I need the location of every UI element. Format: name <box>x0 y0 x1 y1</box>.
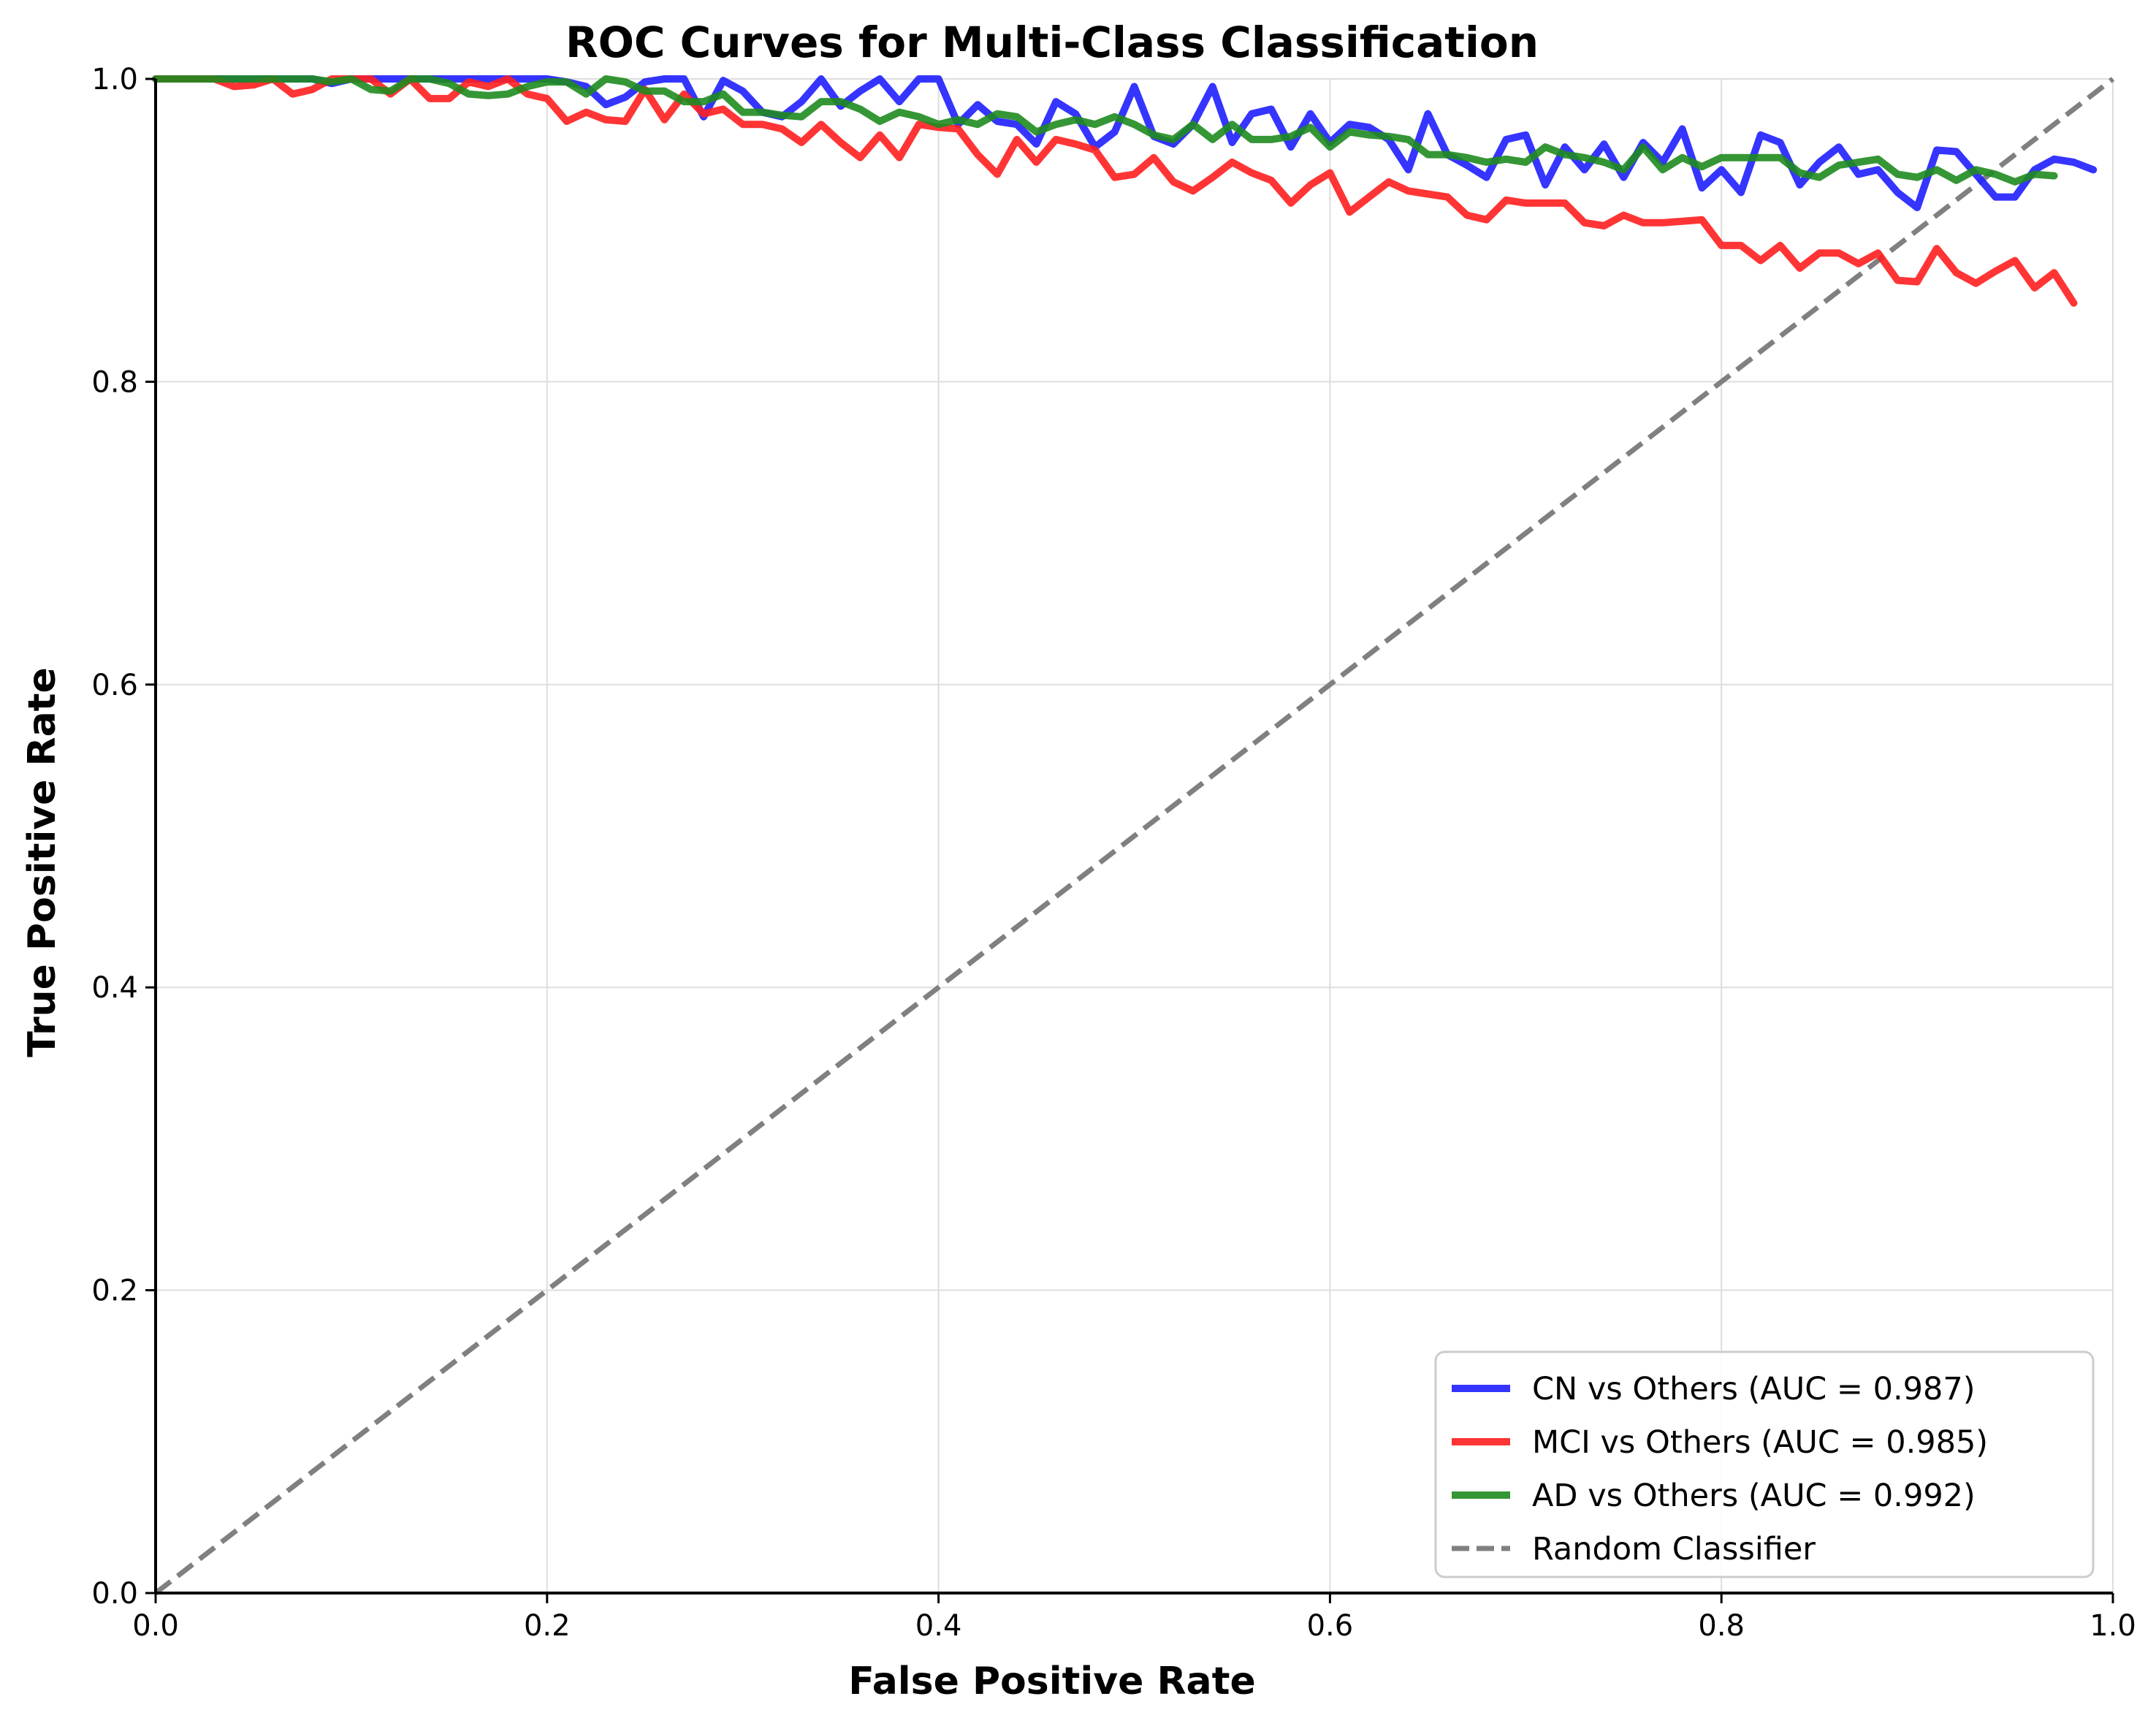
legend-label: CN vs Others (AUC = 0.987) <box>1532 1371 1975 1407</box>
y-tick-label: 0.0 <box>91 1577 138 1611</box>
y-tick-label: 0.8 <box>91 365 138 399</box>
y-tick-label: 0.2 <box>91 1274 138 1308</box>
y-axis-title: True Positive Rate <box>20 667 64 1057</box>
x-tick-label: 1.0 <box>2090 1609 2136 1643</box>
legend: CN vs Others (AUC = 0.987) MCI vs Others … <box>1434 1350 2095 1578</box>
x-tick-label: 0.0 <box>132 1609 179 1643</box>
x-tick-label: 0.4 <box>915 1609 962 1643</box>
legend-label: Random Classifier <box>1532 1531 1816 1567</box>
tick-labels: 0.0 0.2 0.4 0.6 0.8 1.0 0.0 0.2 0.4 0.6 0.8 1.0 <box>91 63 2136 1643</box>
axes <box>145 77 2114 1603</box>
legend-box <box>1434 1350 2095 1578</box>
y-tick-label: 0.4 <box>91 971 138 1005</box>
chart-title: ROC Curves for Multi-Class Classificatio… <box>565 18 1539 67</box>
series-line-2 <box>152 75 2058 186</box>
random-classifier-line <box>153 77 2115 1595</box>
x-tick-label: 0.2 <box>524 1609 571 1643</box>
x-axis-title: False Positive Rate <box>848 1660 1256 1703</box>
series-layer <box>152 75 2098 307</box>
x-tick-label: 0.8 <box>1698 1609 1745 1643</box>
y-tick-label: 1.0 <box>91 63 138 96</box>
series-line-1 <box>152 75 2078 307</box>
y-tick-label: 0.6 <box>91 669 138 702</box>
diagonal-layer <box>153 77 2115 1595</box>
x-tick-label: 0.6 <box>1307 1609 1354 1643</box>
legend-label: AD vs Others (AUC = 0.992) <box>1532 1478 1976 1514</box>
legend-label: MCI vs Others (AUC = 0.985) <box>1532 1424 1988 1461</box>
